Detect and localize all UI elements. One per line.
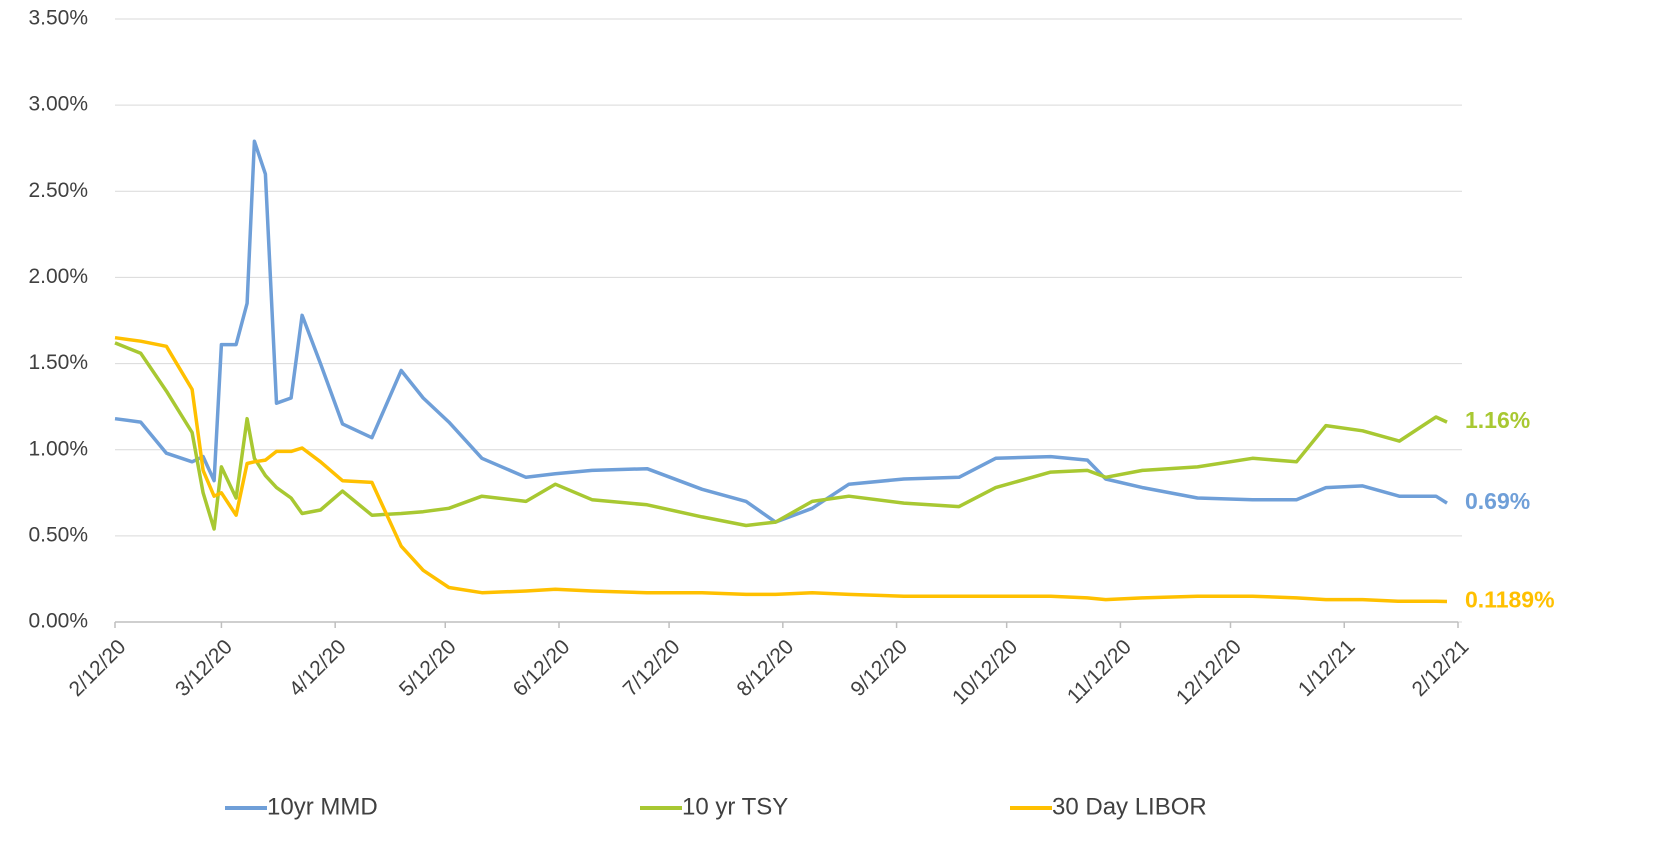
x-tick-label: 2/12/20 [65,635,131,701]
y-tick-label: 3.00% [28,93,88,116]
x-tick-label: 9/12/20 [846,635,912,701]
end-label: 0.1189% [1465,587,1555,613]
x-tick-label: 11/12/20 [1063,635,1136,708]
x-tick-label: 3/12/20 [171,635,237,701]
y-tick-label: 3.50% [28,7,88,30]
x-tick-label: 2/12/21 [1408,635,1474,701]
y-tick-label: 2.00% [28,265,88,288]
legend-label: 10 yr TSY [682,793,788,820]
y-tick-label: 2.50% [28,179,88,202]
end-label: 1.16% [1465,407,1530,433]
x-tick-label: 12/12/20 [1172,635,1246,709]
x-tick-label: 6/12/20 [509,635,575,701]
series-line [114,335,1448,604]
legend-label: 30 Day LIBOR [1052,793,1207,820]
series-line [114,139,1448,524]
x-tick-label: 8/12/20 [732,635,798,701]
x-tick-label: 4/12/20 [285,635,351,701]
y-tick-label: 0.50% [28,523,88,546]
x-tick-label: 10/12/20 [948,635,1022,709]
x-tick-label: 1/12/21 [1294,635,1360,701]
y-tick-label: 1.50% [28,351,88,374]
legend-label: 10yr MMD [267,793,378,820]
y-tick-label: 1.00% [28,437,88,460]
x-tick-label: 7/12/20 [619,635,685,701]
series-line [114,341,1448,531]
end-label: 0.69% [1465,488,1530,514]
x-tick-label: 5/12/20 [395,635,461,701]
y-tick-label: 0.00% [28,610,88,633]
